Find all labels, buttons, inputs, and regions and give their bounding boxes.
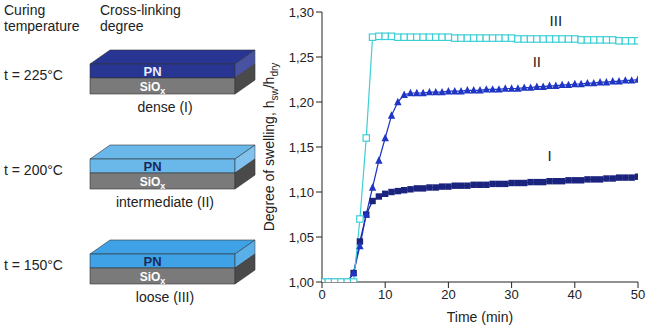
svg-text:1,05: 1,05 — [289, 230, 314, 245]
svg-text:10: 10 — [378, 287, 392, 302]
svg-text:loose (III): loose (III) — [136, 289, 194, 305]
svg-text:Cross-linkingdegree: Cross-linkingdegree — [100, 2, 181, 34]
svg-text:30: 30 — [504, 287, 518, 302]
svg-text:Time (min): Time (min) — [447, 309, 513, 325]
svg-text:Degree of swelling, hsw/hdry: Degree of swelling, hsw/hdry — [261, 63, 280, 232]
svg-text:Curingtemperature: Curingtemperature — [4, 2, 80, 34]
svg-text:dense (I): dense (I) — [137, 99, 192, 115]
svg-text:PN: PN — [143, 254, 161, 269]
svg-text:SiOx: SiOx — [140, 80, 166, 96]
svg-text:50: 50 — [631, 287, 645, 302]
svg-text:t = 225°C: t = 225°C — [4, 67, 63, 83]
svg-text:1,15: 1,15 — [289, 140, 314, 155]
svg-text:1,00: 1,00 — [289, 275, 314, 290]
svg-text:1,20: 1,20 — [289, 95, 314, 110]
svg-text:1,25: 1,25 — [289, 50, 314, 65]
svg-text:PN: PN — [143, 64, 161, 79]
svg-text:0: 0 — [318, 287, 325, 302]
svg-text:SiOx: SiOx — [140, 175, 166, 191]
svg-text:intermediate (II): intermediate (II) — [116, 194, 214, 210]
svg-text:1,10: 1,10 — [289, 185, 314, 200]
svg-text:40: 40 — [568, 287, 582, 302]
svg-text:20: 20 — [441, 287, 455, 302]
svg-text:t = 200°C: t = 200°C — [4, 162, 63, 178]
svg-text:1,30: 1,30 — [289, 5, 314, 20]
svg-text:II: II — [533, 53, 541, 70]
svg-text:I: I — [547, 147, 551, 164]
svg-text:t = 150°C: t = 150°C — [4, 257, 63, 273]
svg-text:PN: PN — [143, 159, 161, 174]
svg-text:SiOx: SiOx — [140, 270, 166, 286]
svg-text:III: III — [550, 12, 563, 29]
